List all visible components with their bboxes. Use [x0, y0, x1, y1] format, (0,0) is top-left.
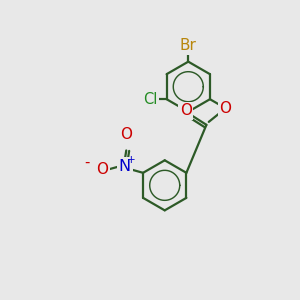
Text: Br: Br [180, 38, 197, 53]
Text: N: N [119, 159, 131, 174]
Text: +: + [127, 155, 136, 166]
Text: O: O [180, 103, 192, 118]
Text: O: O [120, 127, 132, 142]
Text: O: O [220, 100, 232, 116]
Text: Cl: Cl [143, 92, 158, 107]
Text: O: O [96, 162, 108, 177]
Text: -: - [85, 154, 90, 169]
